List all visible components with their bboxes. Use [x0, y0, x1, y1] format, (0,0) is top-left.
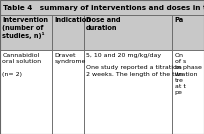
Bar — [0, 0, 204, 15]
Bar — [172, 15, 204, 50]
Bar — [84, 15, 172, 50]
Bar — [84, 50, 172, 134]
Text: Intervention
(number of
studies, n)¹: Intervention (number of studies, n)¹ — [2, 17, 48, 39]
Bar — [0, 50, 52, 134]
Text: Dose and
duration: Dose and duration — [86, 17, 121, 31]
Bar — [0, 15, 52, 50]
Text: Dravet
syndrome: Dravet syndrome — [54, 53, 86, 64]
Bar — [172, 50, 204, 134]
Text: On
of s
ba
we
tre
at t
pe: On of s ba we tre at t pe — [175, 53, 186, 95]
Bar — [52, 15, 84, 50]
Text: Table 4   summary of interventions and doses in the include: Table 4 summary of interventions and dos… — [3, 5, 204, 10]
Text: Indication: Indication — [54, 17, 91, 23]
Text: Cannabidiol
oral solution

(n= 2): Cannabidiol oral solution (n= 2) — [2, 53, 42, 77]
Bar — [52, 50, 84, 134]
Text: Pa: Pa — [175, 17, 184, 23]
Text: 5, 10 and 20 mg/kg/day

One study reported a titration phase of
2 weeks. The len: 5, 10 and 20 mg/kg/day One study reporte… — [86, 53, 204, 77]
